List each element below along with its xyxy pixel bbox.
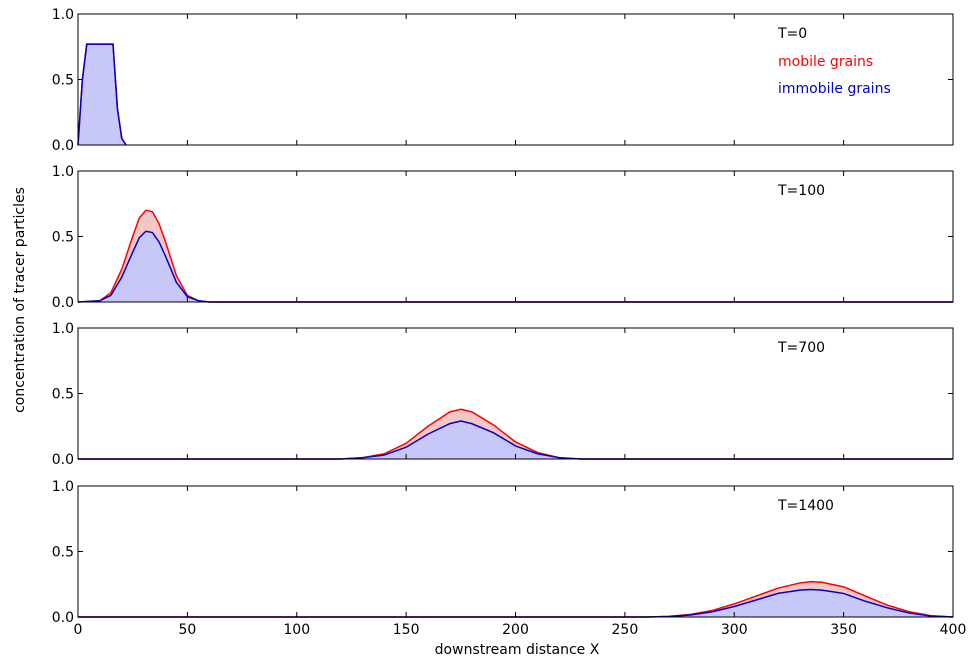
x-axis-label: downstream distance X — [435, 642, 600, 658]
immobile-grains-line — [77, 230, 953, 303]
chart-panels: 0.0 0.5 1.0 T=0 mobile grains immobile grains… — [52, 7, 967, 638]
y-tick-label: 1.0 — [52, 164, 74, 180]
y-tick-label: 0.5 — [52, 545, 74, 561]
panel-time-label: T=700 — [777, 340, 825, 356]
x-tick-label: 300 — [721, 622, 748, 638]
x-tick-label: 0 — [74, 622, 83, 638]
panel-time-label: T=1400 — [777, 498, 834, 514]
immobile-grains-area — [78, 421, 953, 459]
mobile-grains-area — [78, 210, 953, 302]
y-tick-label: 0.0 — [52, 452, 74, 468]
y-tick-label: 0.0 — [52, 138, 74, 154]
y-tick-label: 1.0 — [52, 321, 74, 337]
panel-3: 0.0 0.5 1.0 0 50 100 150 200 250 300 350 400 T=1400 — [52, 479, 967, 638]
panel-time-label: T=0 — [777, 26, 807, 42]
y-tick-label: 0.5 — [52, 73, 74, 89]
y-axis-label: concentration of tracer particles — [12, 187, 28, 413]
panel-1: 0.0 0.5 1.0 T=100 — [52, 164, 954, 311]
legend-entry-immobile: immobile grains — [778, 81, 891, 97]
y-tick-label: 1.0 — [52, 7, 74, 23]
x-tick-label: 150 — [393, 622, 420, 638]
immobile-grains-area — [78, 589, 953, 617]
x-tick-label: 200 — [502, 622, 529, 638]
panel-2: 0.0 0.5 1.0 T=700 — [52, 321, 954, 468]
immobile-grains-line — [77, 43, 127, 146]
immobile-grains-line — [78, 588, 954, 618]
panel-frame — [77, 13, 954, 146]
y-tick-label: 0.0 — [52, 295, 74, 311]
panel-time-label: T=100 — [777, 183, 825, 199]
x-tick-label: 350 — [830, 622, 857, 638]
y-tick-label: 0.5 — [52, 230, 74, 246]
immobile-grains-area — [78, 231, 953, 302]
y-tick-label: 1.0 — [52, 479, 74, 495]
mobile-grains-line — [77, 209, 953, 303]
immobile-grains-line — [78, 420, 953, 460]
x-tick-label: 100 — [283, 622, 310, 638]
x-tick-label: 250 — [612, 622, 639, 638]
x-tick-label: 50 — [178, 622, 196, 638]
panel-0: 0.0 0.5 1.0 T=0 mobile grains immobile grains — [52, 7, 954, 154]
x-tick-label: 400 — [940, 622, 967, 638]
y-tick-label: 0.5 — [52, 387, 74, 403]
legend-entry-mobile: mobile grains — [778, 54, 873, 70]
y-tick-label: 0.0 — [52, 610, 74, 626]
